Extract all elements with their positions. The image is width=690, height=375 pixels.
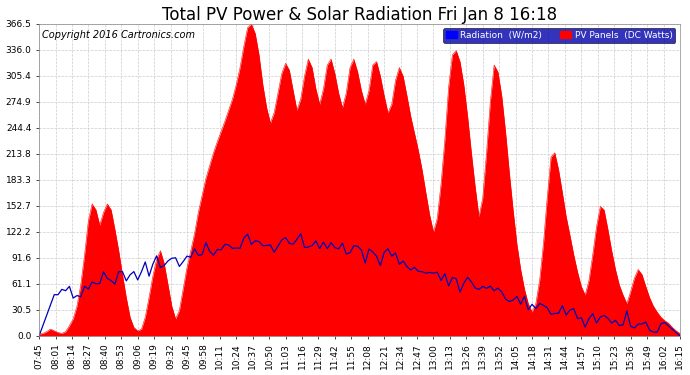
Title: Total PV Power & Solar Radiation Fri Jan 8 16:18: Total PV Power & Solar Radiation Fri Jan… <box>162 6 557 24</box>
Legend: Radiation  (W/m2), PV Panels  (DC Watts): Radiation (W/m2), PV Panels (DC Watts) <box>443 28 676 43</box>
Text: Copyright 2016 Cartronics.com: Copyright 2016 Cartronics.com <box>42 30 195 40</box>
